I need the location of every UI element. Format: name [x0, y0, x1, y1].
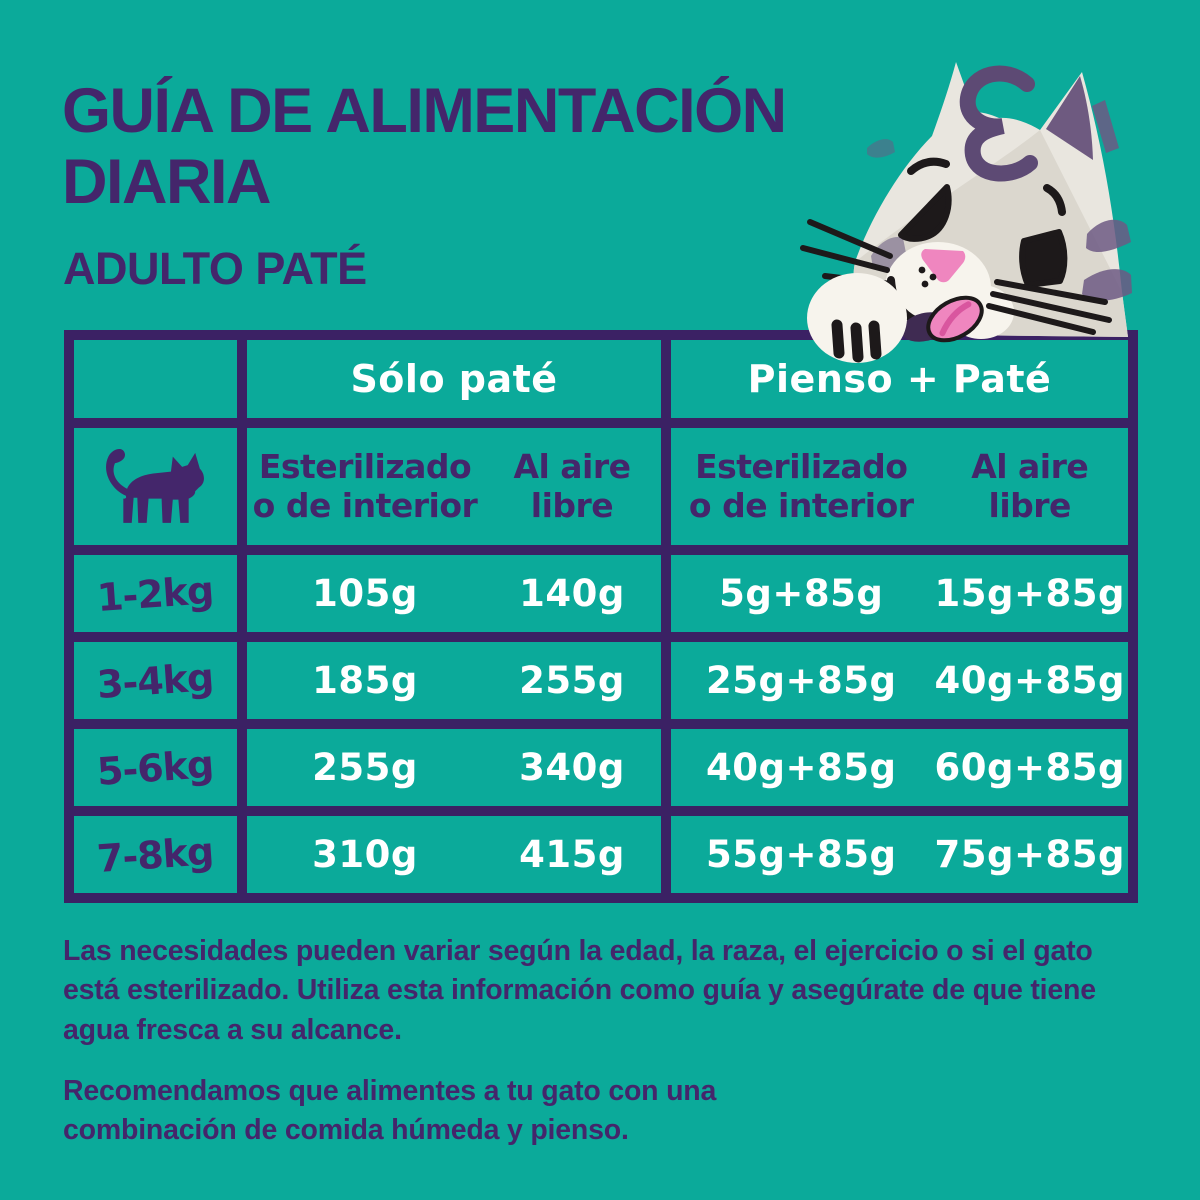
value: 55g+85g [706, 833, 897, 876]
group-header-label: Pienso + Paté [747, 357, 1052, 401]
values-cell-pienso: 40g+85g 60g+85g [661, 719, 1138, 816]
subheader-cell-solo: Esterilizado o de interior Al aire libre [237, 418, 671, 555]
value: 310g [312, 833, 418, 876]
weight-cell: 3-4kg [64, 632, 247, 729]
value: 25g+85g [706, 659, 897, 702]
value: 340g [519, 746, 625, 789]
value: 75g+85g [934, 833, 1125, 876]
value: 40g+85g [934, 659, 1125, 702]
empty-corner-cell [64, 330, 247, 428]
table-row: 5-6kg 255g 340g 40g+85g 60g+85g [64, 719, 1138, 816]
page-subtitle: ADULTO PATÉ [63, 243, 367, 294]
weight-cell: 1-2kg [64, 545, 247, 642]
value: 5g+85g [719, 572, 884, 615]
table-row: 1-2kg 105g 140g 5g+85g 15g+85g [64, 545, 1138, 642]
table-row-subheaders: Esterilizado o de interior Al aire libre… [64, 418, 1138, 555]
values-cell-solo: 310g 415g [237, 806, 671, 903]
group-header-label: Sólo paté [350, 357, 558, 401]
values-cell-solo: 105g 140g [237, 545, 671, 642]
weight-cell: 5-6kg [64, 719, 247, 816]
cat-silhouette-icon [105, 448, 204, 523]
table-row: 7-8kg 310g 415g 55g+85g 75g+85g [64, 806, 1138, 903]
value: 140g [519, 572, 625, 615]
values-cell-pienso: 55g+85g 75g+85g [661, 806, 1138, 903]
value: 40g+85g [706, 746, 897, 789]
subheader-al-aire-libre: Al aire libre [513, 446, 631, 525]
values-cell-solo: 255g 340g [237, 719, 671, 816]
value: 255g [312, 746, 418, 789]
value: 105g [312, 572, 418, 615]
note-variability: Las necesidades pueden variar según la e… [63, 935, 1096, 1046]
subheader-al-aire-libre: Al aire libre [971, 446, 1089, 525]
value: 255g [519, 659, 625, 702]
subheader-esterilizado: Esterilizado o de interior [688, 446, 914, 525]
value: 15g+85g [934, 572, 1125, 615]
value: 60g+85g [934, 746, 1125, 789]
note-recommendation: Recomendamos que alimentes a tu gato con… [63, 1075, 717, 1147]
values-cell-pienso: 5g+85g 15g+85g [661, 545, 1138, 642]
value: 185g [312, 659, 418, 702]
group-header-solo-pate: Sólo paté [237, 330, 671, 428]
page-title: GUÍA DE ALIMENTACIÓN DIARIA [62, 76, 787, 218]
cat-icon-cell [64, 418, 247, 555]
weight-cell: 7-8kg [64, 806, 247, 903]
subheader-cell-pienso: Esterilizado o de interior Al aire libre [661, 418, 1138, 555]
subheader-esterilizado: Esterilizado o de interior [252, 446, 478, 525]
table-row-groups: Sólo paté Pienso + Paté [64, 330, 1138, 428]
feeding-table: Sólo paté Pienso + Paté Esterilizado o d… [64, 330, 1138, 903]
value: 415g [519, 833, 625, 876]
table-row: 3-4kg 185g 255g 25g+85g 40g+85g [64, 632, 1138, 729]
peeking-cat-illustration [800, 62, 1132, 363]
values-cell-pienso: 25g+85g 40g+85g [661, 632, 1138, 729]
values-cell-solo: 185g 255g [237, 632, 671, 729]
